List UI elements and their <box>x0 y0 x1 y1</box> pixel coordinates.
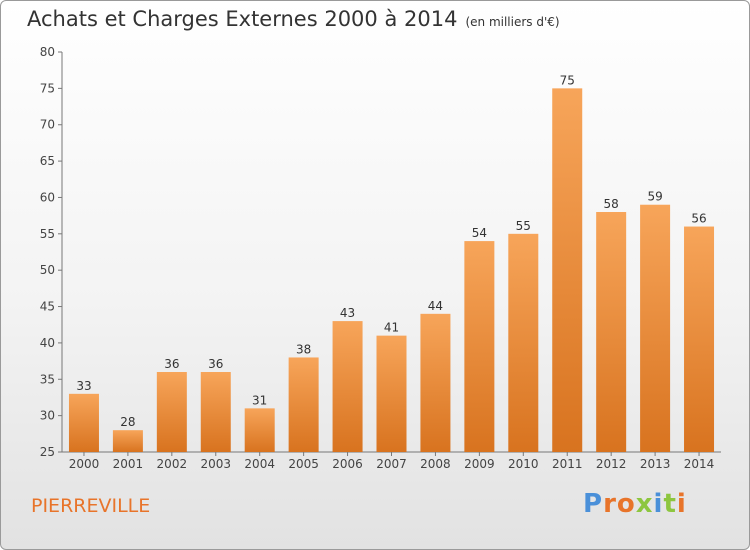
proxiti-logo: Proxiti <box>583 489 687 519</box>
data-label: 58 <box>604 197 619 211</box>
x-tick-label: 2004 <box>244 457 275 471</box>
logo-letter: P <box>583 489 604 519</box>
bar <box>596 212 627 452</box>
data-label: 55 <box>516 219 531 233</box>
x-tick-label: 2007 <box>376 457 407 471</box>
data-label: 38 <box>296 342 311 356</box>
data-label: 28 <box>120 415 135 429</box>
bar <box>332 321 363 452</box>
title-unit: (en milliers d'€) <box>465 15 560 29</box>
data-label: 56 <box>691 212 706 226</box>
logo-letter: o <box>616 489 636 519</box>
bar <box>68 393 99 452</box>
y-tick-label: 50 <box>40 263 55 277</box>
bar <box>244 408 275 452</box>
data-label: 75 <box>560 73 575 87</box>
x-tick-label: 2010 <box>508 457 539 471</box>
x-tick-label: 2006 <box>332 457 363 471</box>
data-label: 33 <box>76 379 91 393</box>
x-tick-label: 2002 <box>157 457 188 471</box>
y-tick-label: 35 <box>40 372 55 386</box>
data-label: 44 <box>428 299 443 313</box>
x-tick-label: 2013 <box>640 457 671 471</box>
bar <box>112 430 143 452</box>
data-label: 36 <box>164 357 179 371</box>
bar <box>200 372 231 452</box>
bar <box>288 357 319 452</box>
x-tick-label: 2001 <box>113 457 144 471</box>
bar <box>552 88 583 452</box>
x-tick-label: 2000 <box>69 457 100 471</box>
logo-letter: i <box>653 489 664 519</box>
y-tick-label: 75 <box>40 81 55 95</box>
x-tick-label: 2005 <box>288 457 319 471</box>
chart-title: Achats et Charges Externes 2000 à 2014 (e… <box>27 7 560 31</box>
logo-letter: t <box>663 489 677 519</box>
data-label: 36 <box>208 357 223 371</box>
y-tick-label: 65 <box>40 154 55 168</box>
data-label: 43 <box>340 306 355 320</box>
logo-letter: x <box>635 489 654 519</box>
logo-letter: r <box>603 489 617 519</box>
logo-letter: i <box>676 489 687 519</box>
bar <box>156 372 187 452</box>
bar <box>640 204 671 452</box>
y-tick-label: 55 <box>40 227 55 241</box>
bar <box>508 233 539 452</box>
x-tick-label: 2003 <box>200 457 231 471</box>
y-tick-label: 40 <box>40 336 55 350</box>
commune-name: PIERREVILLE <box>31 495 151 517</box>
y-tick-label: 60 <box>40 190 55 204</box>
x-tick-label: 2008 <box>420 457 451 471</box>
data-label: 31 <box>252 393 267 407</box>
y-tick-label: 30 <box>40 409 55 423</box>
y-tick-label: 80 <box>40 45 55 59</box>
x-tick-label: 2011 <box>552 457 583 471</box>
y-tick-label: 45 <box>40 300 55 314</box>
title-text: Achats et Charges Externes 2000 à 2014 <box>27 7 458 31</box>
bar <box>420 313 451 452</box>
bar <box>464 241 495 452</box>
data-label: 41 <box>384 321 399 335</box>
y-tick-label: 70 <box>40 118 55 132</box>
x-tick-label: 2009 <box>464 457 495 471</box>
bar <box>684 226 715 452</box>
data-label: 59 <box>647 190 662 204</box>
y-tick-label: 25 <box>40 445 55 459</box>
x-tick-label: 2012 <box>596 457 627 471</box>
bar <box>376 335 407 452</box>
x-tick-label: 2014 <box>684 457 715 471</box>
data-label: 54 <box>472 226 487 240</box>
